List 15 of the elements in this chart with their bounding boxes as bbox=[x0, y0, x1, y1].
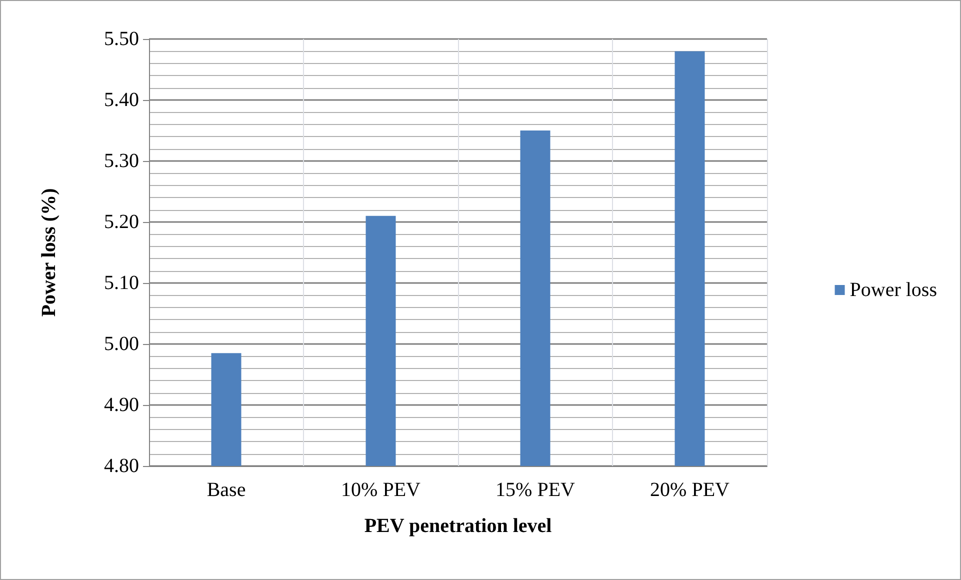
y-tick-label: 4.90 bbox=[104, 394, 139, 416]
x-tick-label: 15% PEV bbox=[496, 479, 576, 501]
y-tick-label: 5.40 bbox=[104, 89, 139, 111]
x-tick-label: 20% PEV bbox=[650, 479, 730, 501]
x-tick-label: Base bbox=[206, 479, 246, 501]
y-tick-label: 5.10 bbox=[104, 272, 139, 294]
y-tick-label: 5.50 bbox=[104, 28, 139, 50]
x-axis-title: PEV penetration level bbox=[364, 515, 552, 537]
y-tick-label: 5.30 bbox=[104, 150, 139, 172]
x-tick-label: 10% PEV bbox=[341, 479, 422, 501]
legend-label: Power loss bbox=[850, 279, 938, 301]
y-tick-label: 5.20 bbox=[104, 211, 139, 233]
y-tick-label: 5.00 bbox=[104, 333, 139, 355]
y-axis-title: Power loss (%) bbox=[38, 188, 60, 317]
y-tick-label: 4.80 bbox=[104, 455, 139, 477]
